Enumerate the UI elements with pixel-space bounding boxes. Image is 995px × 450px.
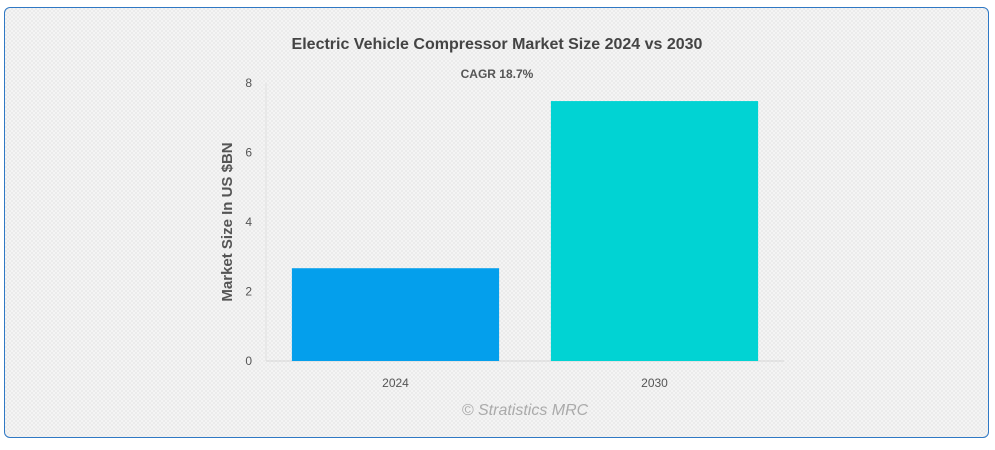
x-tick-labels: 2024 2030 [382,376,668,390]
y-axis-label: Market Size In US $BN [219,142,236,301]
y-tick-labels: 0 2 4 6 8 [245,76,252,368]
credit-text: © Stratistics MRC [462,402,589,419]
y-tick-label: 2 [245,285,252,299]
y-tick-label: 4 [245,215,252,229]
x-tick-label: 2030 [641,376,668,390]
chart-title: Electric Vehicle Compressor Market Size … [292,36,703,53]
bars [291,101,759,361]
y-tick-label: 0 [245,354,252,368]
x-tick-label: 2024 [382,376,409,390]
y-tick-label: 6 [245,146,252,160]
chart-subtitle: CAGR 18.7% [461,67,534,81]
y-tick-label: 8 [245,76,252,90]
bar-2024[interactable] [291,268,500,361]
chart-frame [4,7,989,438]
bar-2030[interactable] [550,101,759,361]
